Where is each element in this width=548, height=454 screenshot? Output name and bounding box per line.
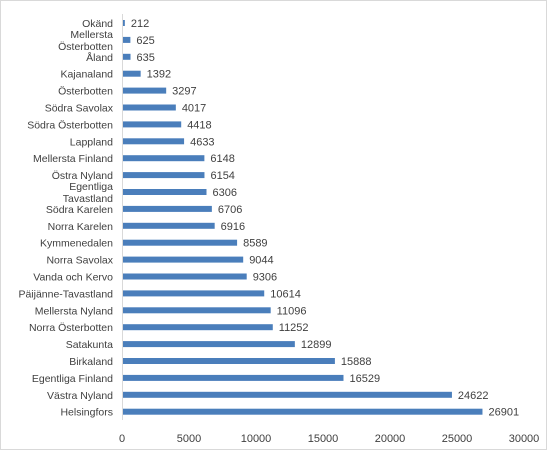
bar — [122, 121, 182, 128]
data-label: 12899 — [301, 339, 332, 351]
data-label: 4017 — [182, 103, 206, 115]
category-label: Åland — [86, 51, 113, 64]
category-label: Helsingfors — [60, 407, 113, 419]
bar — [122, 36, 131, 43]
x-tick-label: 15000 — [308, 433, 339, 445]
category-label: Päijänne-Tavastland — [18, 288, 113, 300]
x-tick-label: 30000 — [509, 433, 540, 445]
data-label: 4418 — [187, 119, 211, 131]
x-tick-label: 5000 — [177, 433, 201, 445]
bar — [122, 273, 247, 280]
x-tick-label: 25000 — [442, 433, 473, 445]
data-label: 212 — [131, 18, 149, 30]
bar — [122, 53, 131, 60]
category-label: Mellersta Österbotten — [58, 29, 113, 53]
bar — [122, 172, 205, 179]
data-label: 9306 — [253, 272, 277, 284]
data-label: 26901 — [488, 407, 519, 419]
data-label: 16529 — [349, 373, 380, 385]
bar — [122, 104, 176, 111]
bar — [122, 87, 167, 94]
category-label: Södra Karelen — [46, 204, 113, 216]
bar — [122, 20, 125, 26]
data-label: 6706 — [218, 204, 242, 216]
bar — [122, 222, 215, 229]
category-label: Södra Österbotten — [27, 119, 113, 131]
bar — [122, 189, 207, 195]
x-tick-label: 10000 — [241, 433, 272, 445]
bar — [122, 307, 271, 314]
category-label: Västra Nyland — [47, 390, 113, 402]
data-label: 1392 — [147, 69, 171, 81]
data-label: 6148 — [210, 153, 234, 165]
category-label-line: Österbotten — [58, 41, 113, 53]
data-label: 9044 — [249, 255, 273, 267]
category-label: Södra Savolax — [45, 103, 114, 115]
category-label-line: Mellersta — [70, 29, 113, 41]
x-tick-label: 0 — [119, 433, 125, 445]
data-label: 10614 — [270, 288, 301, 300]
category-label: Mellersta Finland — [33, 153, 113, 165]
bar — [122, 358, 335, 364]
x-tick-label: 20000 — [375, 433, 406, 445]
bar — [122, 239, 238, 246]
data-label: 3297 — [172, 86, 196, 98]
category-label: Okänd — [82, 18, 113, 30]
category-label: Kymmenedalen — [40, 238, 113, 250]
data-label: 11252 — [279, 322, 309, 334]
bar — [122, 391, 452, 398]
data-label: 11096 — [277, 305, 307, 317]
bars — [122, 20, 483, 415]
bar — [122, 408, 483, 415]
bar — [122, 256, 244, 263]
category-label: Birkaland — [69, 356, 113, 368]
data-label: 15888 — [341, 356, 372, 368]
data-label: 635 — [137, 52, 155, 64]
data-label: 6154 — [210, 170, 234, 182]
category-label: Norra Karelen — [48, 221, 114, 233]
bar — [122, 205, 212, 212]
category-label: Satakunta — [66, 339, 113, 351]
category-label: Egentliga Tavastland — [63, 181, 113, 205]
data-label: 8589 — [243, 238, 267, 250]
category-label: Vanda och Kervo — [33, 272, 113, 284]
category-label: Kajanaland — [60, 69, 113, 81]
bar — [122, 70, 141, 77]
category-label-line: Tavastland — [63, 193, 113, 205]
data-label: 625 — [136, 35, 154, 47]
data-label: 4633 — [190, 136, 214, 148]
category-label: Mellersta Nyland — [35, 305, 113, 317]
bar — [122, 324, 273, 331]
category-label: Österbotten — [58, 86, 113, 98]
category-label: Lappland — [70, 136, 113, 148]
axes: 0 5000 10000 15000 20000 25000 30000 — [119, 14, 539, 445]
bar — [122, 290, 265, 297]
data-label: 6916 — [221, 221, 245, 233]
category-label: Egentliga Finland — [32, 373, 113, 385]
bar — [122, 341, 295, 348]
data-label: 6306 — [213, 187, 237, 199]
data-label: 24622 — [458, 390, 489, 402]
bar — [122, 155, 205, 162]
category-label: Östra Nyland — [52, 170, 113, 182]
category-label-line: Egentliga — [69, 181, 113, 193]
bar — [122, 374, 344, 381]
category-label: Norra Savolax — [46, 255, 113, 267]
bar — [122, 138, 185, 145]
category-label: Norra Österbotten — [29, 322, 113, 334]
